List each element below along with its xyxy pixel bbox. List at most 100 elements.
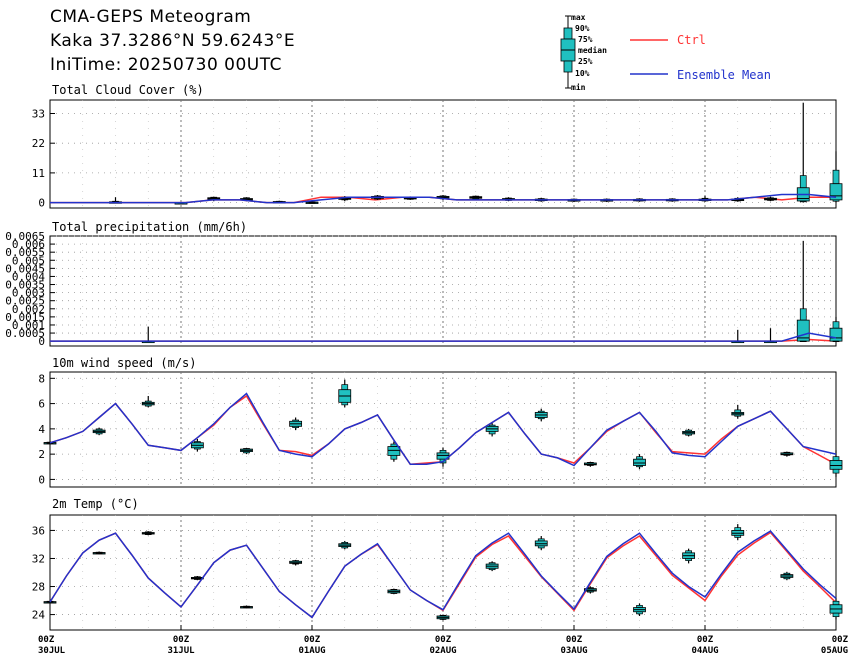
legend-p25-label: 25% [578, 57, 593, 66]
y-tick-label: 0.006 [12, 238, 45, 251]
ensemble-box [190, 576, 204, 581]
ensemble-box [141, 326, 155, 344]
box-p10-p25 [587, 590, 594, 593]
legend-min-label: min [571, 82, 586, 92]
mean-series-line [49, 392, 837, 467]
box-p10-p25 [537, 417, 545, 420]
ensemble-box [92, 551, 106, 555]
box-p10-p25 [603, 200, 611, 202]
ensemble-box [338, 540, 352, 550]
box-p10-p25 [144, 404, 152, 407]
meteogram-title: CMA-GEPS Meteogram [50, 7, 252, 27]
legend-ctrl-label: Ctrl [677, 33, 706, 47]
box-p10-p25 [472, 197, 480, 200]
ensemble-box [305, 201, 319, 204]
x-tick-hour: 00Z [304, 635, 321, 645]
box-p10-p25 [341, 199, 349, 201]
legend-median-label: median [578, 45, 607, 55]
ensemble-box [633, 603, 646, 616]
box-p10-p25 [734, 414, 742, 417]
x-tick-hour: 00Z [697, 635, 714, 645]
box-p10-p25 [767, 199, 774, 201]
y-tick-label: 6 [38, 398, 45, 411]
box-p10-p25 [685, 558, 692, 561]
ensemble-box [190, 438, 204, 452]
x-tick-hour: 00Z [832, 635, 849, 645]
panel-2: Total precipitation (mm/6h)00.00050.0010… [5, 220, 843, 348]
legend-p90-label: 90% [575, 24, 590, 33]
ensemble-box [485, 561, 499, 572]
panel-frame [49, 514, 837, 631]
box-p10-p25 [488, 567, 496, 571]
y-tick-label: 8 [38, 372, 45, 385]
box-p10-p25 [685, 433, 692, 436]
box-p10-p25 [734, 534, 742, 538]
x-tick-hour: 00Z [435, 635, 452, 645]
box-p10-p25 [95, 432, 103, 435]
y-tick-label: 22 [32, 137, 45, 150]
box-p10-p25 [832, 340, 840, 342]
box-p10-p25 [292, 425, 299, 428]
y-tick-label: 0.0035 [5, 279, 45, 292]
y-tick-label: 11 [32, 167, 45, 180]
box-p10-p25 [832, 199, 840, 202]
box-p10-p25 [636, 465, 643, 468]
box-p25-p75 [387, 446, 401, 456]
ensemble-box [387, 441, 401, 462]
ensemble-box [289, 417, 303, 431]
box-p10-p25 [341, 401, 349, 406]
ensemble-box [731, 524, 745, 541]
y-tick-label: 0.005 [12, 254, 45, 267]
y-tick-label: 0 [38, 473, 45, 486]
legend: max 90% 75% median 25% 10% min Ctrl Ense… [560, 13, 771, 92]
box-p10-p25 [488, 431, 496, 435]
box-p10-p25 [374, 197, 381, 200]
y-tick-label: 0.003 [12, 287, 45, 300]
box-p10-p25 [292, 563, 299, 565]
ensemble-box [829, 597, 843, 620]
box-p10-p25 [783, 454, 791, 456]
x-tick-date: 02AUG [429, 646, 456, 656]
y-tick-label: 0.004 [12, 270, 45, 283]
ensemble-box [780, 571, 794, 581]
box-p10-p25 [636, 611, 643, 615]
panel-1: Total Cloud Cover (%) 0 11 22 33 [32, 83, 843, 210]
legend-max-label: max [571, 13, 586, 22]
y-tick-label: 33 [32, 108, 45, 121]
box-p75-p90 [832, 600, 840, 606]
x-tick-date: 30JUL [38, 646, 66, 656]
box-p10-p25 [341, 546, 349, 549]
y-tick-label: 2 [38, 448, 45, 461]
box-p25-p75 [829, 460, 843, 470]
box-p10-p25 [832, 612, 840, 618]
panel-title: 2m Temp (°C) [52, 497, 139, 511]
x-tick-date: 31JUL [167, 646, 195, 656]
box-p10-p25 [406, 198, 414, 200]
mean-series-line [50, 193, 837, 204]
y-tick-label: 36 [32, 524, 45, 537]
box-p10-p25 [799, 200, 807, 203]
ensemble-box [698, 195, 712, 202]
ensemble-box [796, 102, 810, 203]
ensemble-box [469, 195, 483, 200]
box-p10-p25 [243, 451, 250, 454]
box-p75-p90 [832, 321, 840, 329]
box-legend-glyph [560, 15, 576, 89]
box-p75-p90 [832, 169, 840, 185]
y-tick-label: 4 [38, 423, 45, 436]
station-location: Kaka 37.3286°N 59.6243°E [50, 31, 296, 51]
ensemble-box [289, 559, 303, 566]
legend-mean-label: Ensemble Mean [677, 68, 771, 82]
y-tick-label: 0.0055 [5, 246, 45, 259]
ensemble-box [796, 240, 810, 342]
y-tick-label: 0.0005 [5, 327, 45, 340]
box-p10-p25 [587, 464, 594, 466]
box-p75-p90 [734, 527, 742, 531]
x-tick-hour: 00Z [566, 635, 583, 645]
ensemble-box [534, 408, 548, 422]
ensemble-box [829, 316, 843, 342]
panel-title: Total precipitation (mm/6h) [52, 220, 247, 234]
box-p25-p75 [829, 327, 843, 342]
ensemble-box [534, 536, 548, 551]
